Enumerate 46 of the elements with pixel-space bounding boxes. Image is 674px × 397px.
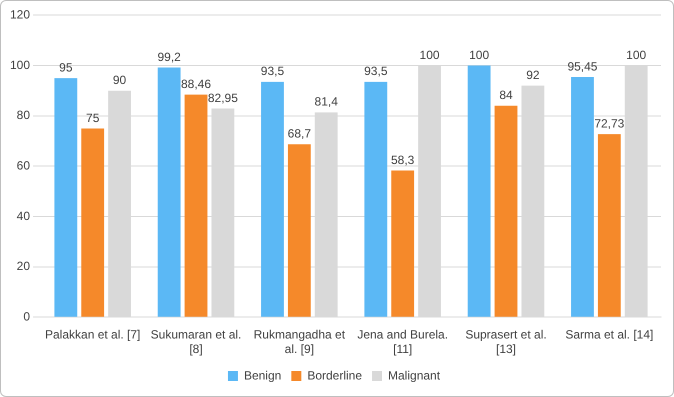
data-label: 84: [499, 88, 513, 102]
data-label: 58,3: [390, 152, 415, 167]
x-tick-label: Sukumaran et al. [8]: [150, 328, 242, 356]
bar: [158, 68, 181, 317]
y-tick-label: 120: [10, 8, 30, 22]
x-tick-label: Palakkan et al. [7]: [44, 328, 140, 342]
x-tick-label: Sarma et al. [14]: [565, 328, 654, 342]
bar: [364, 82, 388, 317]
bar: [288, 144, 311, 317]
y-tick-label: 100: [10, 58, 30, 72]
data-label: 81,4: [314, 94, 338, 109]
data-label: 92: [526, 68, 540, 82]
bar: [261, 82, 284, 317]
x-tick-label: Jena and Burela. [11]: [357, 328, 448, 356]
legend-label: Malignant: [388, 368, 441, 382]
bar: [81, 128, 104, 317]
bar: [598, 134, 621, 317]
data-label: 100: [469, 48, 490, 62]
bar: [54, 78, 78, 317]
data-label: 100: [626, 48, 647, 62]
bar: [391, 170, 414, 317]
data-label: 95,45: [567, 59, 598, 74]
bar: [571, 76, 594, 317]
bar: [468, 66, 491, 317]
data-label: 82,95: [208, 90, 238, 105]
data-label: 95: [59, 60, 73, 74]
y-tick-label: 40: [16, 208, 30, 223]
data-label: 72,73: [594, 116, 625, 130]
x-tick-label: Suprasert et al. [13]: [465, 328, 547, 356]
data-label: 90: [112, 73, 127, 88]
x-tick-label: Rukmangadha et al. [9]: [254, 328, 346, 356]
y-tick-label: 60: [16, 158, 30, 173]
legend-label: Borderline: [307, 368, 362, 382]
data-label: 88,46: [181, 76, 212, 91]
data-label: 68,7: [288, 126, 312, 141]
data-label: 100: [420, 48, 440, 62]
data-label: 99,2: [157, 50, 182, 64]
bar: [494, 106, 518, 317]
data-label: 93,5: [260, 64, 284, 78]
y-tick-label: 20: [16, 259, 30, 274]
y-tick-label: 80: [16, 108, 30, 122]
data-label: 93,5: [364, 64, 388, 78]
bar: [184, 94, 208, 317]
legend-label: Benign: [244, 368, 282, 382]
y-tick-label: 0: [23, 310, 30, 324]
data-label: 75: [86, 110, 100, 125]
